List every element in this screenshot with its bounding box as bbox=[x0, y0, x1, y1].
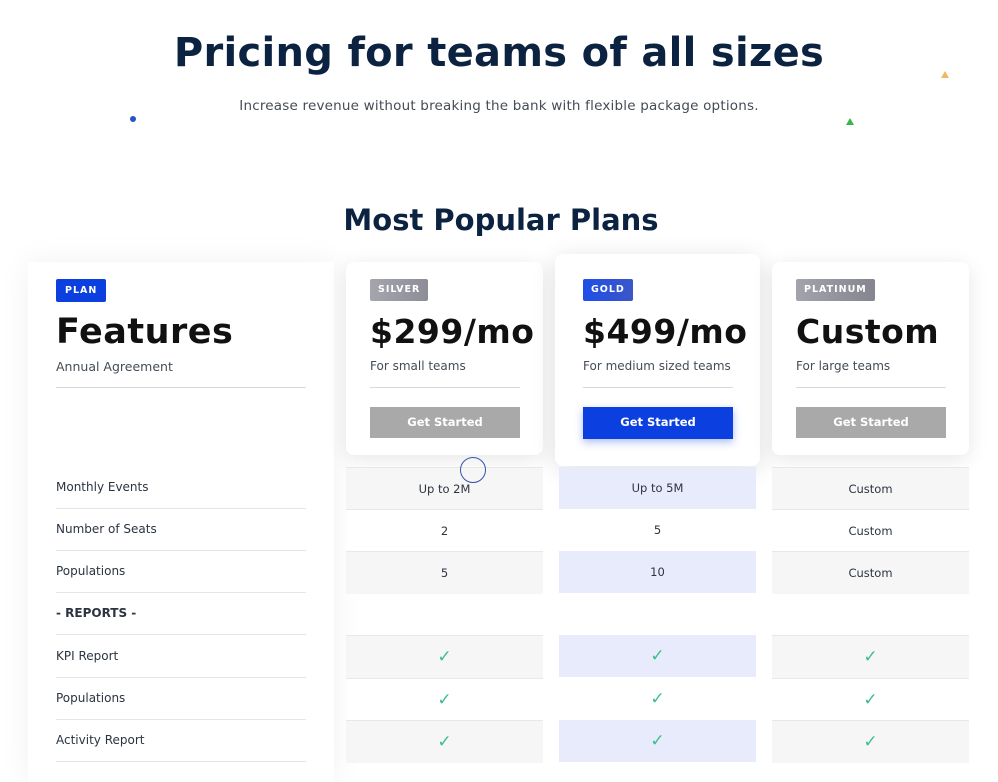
table-cell: Custom bbox=[772, 509, 969, 552]
gold-badge: GOLD bbox=[583, 279, 633, 301]
table-cell: Up to 5M bbox=[559, 467, 756, 509]
decorative-triangle-green bbox=[846, 118, 854, 125]
decorative-dot bbox=[130, 116, 136, 122]
decorative-triangle-orange bbox=[941, 71, 949, 78]
feature-label-activity-report: Activity Report bbox=[56, 733, 145, 747]
check-icon: ✓ bbox=[772, 720, 969, 763]
table-cell: 2 bbox=[346, 509, 543, 552]
check-icon: ✓ bbox=[346, 720, 543, 763]
page-subtitle: Increase revenue without breaking the ba… bbox=[239, 98, 759, 114]
check-icon: ✓ bbox=[772, 635, 969, 678]
row-divider bbox=[56, 634, 306, 635]
platinum-price: Custom bbox=[796, 312, 940, 351]
check-icon: ✓ bbox=[346, 635, 543, 678]
platinum-description: For large teams bbox=[796, 359, 891, 373]
table-cell: Up to 2M bbox=[346, 467, 543, 510]
get-started-gold-button[interactable]: Get Started bbox=[583, 407, 733, 439]
platinum-badge: PLATINUM bbox=[796, 279, 875, 301]
divider bbox=[796, 387, 946, 388]
table-cell: Custom bbox=[772, 467, 969, 510]
row-divider bbox=[56, 677, 306, 678]
feature-label-populations-report: Populations bbox=[56, 691, 126, 705]
check-icon: ✓ bbox=[559, 635, 756, 677]
silver-badge: SILVER bbox=[370, 279, 429, 301]
divider bbox=[370, 387, 520, 388]
check-icon: ✓ bbox=[559, 678, 756, 720]
table-cell: 5 bbox=[559, 509, 756, 551]
get-started-silver-button[interactable]: Get Started bbox=[370, 407, 520, 438]
section-label-reports: - REPORTS - bbox=[56, 606, 137, 620]
gold-price: $499/mo bbox=[583, 312, 748, 351]
table-cell: Custom bbox=[772, 551, 969, 594]
check-icon: ✓ bbox=[772, 678, 969, 721]
row-divider bbox=[56, 592, 306, 593]
features-heading: Features bbox=[56, 312, 234, 352]
check-icon: ✓ bbox=[346, 678, 543, 721]
feature-label-number-of-seats: Number of Seats bbox=[56, 522, 157, 536]
row-divider bbox=[56, 719, 306, 720]
features-panel bbox=[28, 262, 334, 782]
divider bbox=[583, 387, 733, 388]
row-divider bbox=[56, 508, 306, 509]
feature-label-monthly-events: Monthly Events bbox=[56, 480, 149, 494]
gold-description: For medium sized teams bbox=[583, 359, 731, 373]
check-icon: ✓ bbox=[559, 720, 756, 762]
page-title: Pricing for teams of all sizes bbox=[173, 30, 825, 76]
table-cell: 10 bbox=[559, 551, 756, 593]
plan-badge: PLAN bbox=[56, 279, 107, 302]
feature-label-kpi-report: KPI Report bbox=[56, 649, 119, 663]
table-cell: 5 bbox=[346, 551, 543, 594]
silver-description: For small teams bbox=[370, 359, 466, 373]
row-divider bbox=[56, 761, 306, 762]
cursor-indicator bbox=[460, 457, 486, 483]
silver-price: $299/mo bbox=[370, 312, 535, 351]
divider bbox=[56, 387, 306, 388]
features-subheading: Annual Agreement bbox=[56, 359, 173, 374]
feature-label-populations: Populations bbox=[56, 564, 126, 578]
section-title: Most Popular Plans bbox=[343, 203, 659, 237]
get-started-platinum-button[interactable]: Get Started bbox=[796, 407, 946, 438]
row-divider bbox=[56, 550, 306, 551]
